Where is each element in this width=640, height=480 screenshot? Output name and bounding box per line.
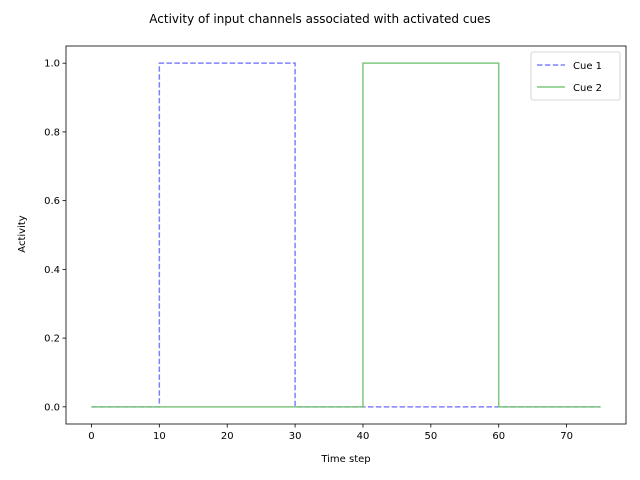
x-tick-label: 50 bbox=[424, 431, 437, 442]
x-axis-label: Time step bbox=[320, 454, 370, 465]
legend-box bbox=[530, 51, 621, 101]
x-tick-label: 20 bbox=[221, 431, 234, 442]
x-tick-label: 30 bbox=[289, 431, 302, 442]
x-tick-label: 0 bbox=[88, 431, 94, 442]
y-tick-label: 1.0 bbox=[44, 59, 60, 70]
series-line-2 bbox=[91, 62, 601, 408]
axes-frame bbox=[65, 45, 627, 425]
y-tick-label: 0.2 bbox=[44, 334, 60, 345]
y-tick-label: 0.0 bbox=[44, 402, 60, 413]
y-tick-label: 0.6 bbox=[44, 196, 60, 207]
legend-label-2: Cue 2 bbox=[573, 83, 602, 94]
x-tick-label: 60 bbox=[492, 431, 505, 442]
y-tick-label: 0.4 bbox=[44, 265, 60, 276]
x-tick-label: 10 bbox=[153, 431, 166, 442]
y-axis-label: Activity bbox=[17, 215, 28, 252]
x-tick-label: 70 bbox=[560, 431, 573, 442]
legend: Cue 1 Cue 2 bbox=[530, 51, 621, 101]
y-tick-label: 0.8 bbox=[44, 127, 60, 138]
legend-label-1: Cue 1 bbox=[573, 61, 602, 72]
chart-title: Activity of input channels associated wi… bbox=[149, 12, 490, 26]
plot-area: 0 10 20 30 40 50 60 70 0.0 0.2 0.4 0.6 0.8 1.0 bbox=[44, 45, 627, 442]
x-tick-label: 40 bbox=[357, 431, 370, 442]
series-line-1 bbox=[91, 62, 601, 408]
